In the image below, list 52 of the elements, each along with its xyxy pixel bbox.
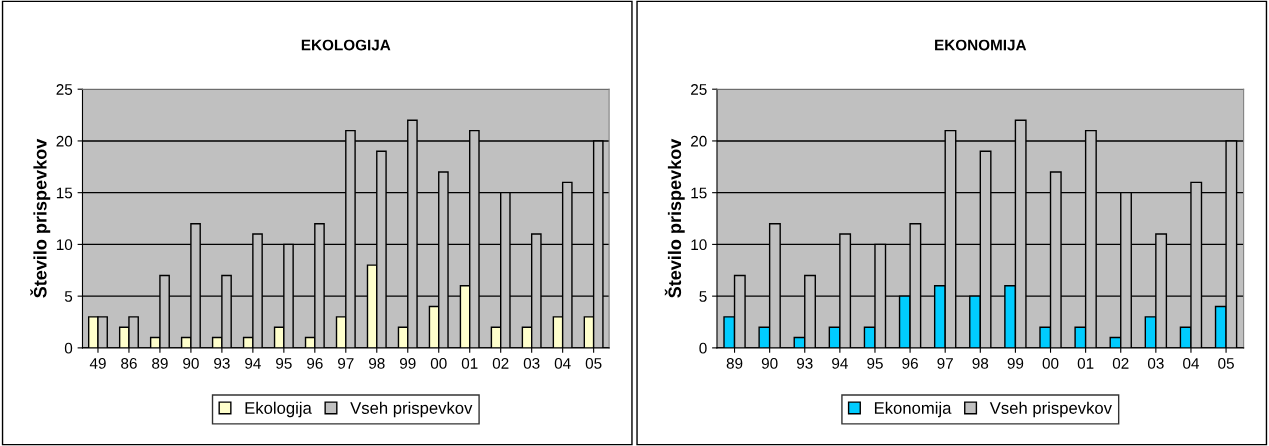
x-tick-label: 94 [832, 358, 848, 369]
y-tick-label: 25 [691, 84, 707, 95]
chart-title: EKOLOGIJA [301, 39, 391, 51]
y-tick-label: 0 [699, 342, 707, 354]
x-tick-label: 00 [430, 358, 447, 369]
x-tick-label: 89 [152, 358, 168, 369]
x-tick-label: 00 [1042, 358, 1059, 369]
x-tick-label: 49 [89, 358, 106, 369]
x-tick-label: 02 [492, 358, 509, 369]
chart-title: EKONOMIJA [935, 39, 1027, 51]
x-tick-label: 01 [1077, 358, 1094, 369]
x-tick-label: 99 [399, 358, 416, 369]
x-tick-label: 98 [369, 358, 385, 369]
x-tick-label: 01 [461, 358, 478, 369]
x-tick-label: 95 [867, 358, 883, 369]
x-tick-label: 03 [523, 358, 540, 369]
x-tick-label: 05 [1218, 358, 1234, 369]
legend-label: Vseh prispevkov [989, 401, 1112, 418]
legend-label: Vseh prispevkov [350, 401, 473, 418]
x-tick-label: 98 [972, 358, 989, 369]
x-tick-label: 96 [902, 358, 918, 369]
y-tick-label: 5 [64, 291, 73, 302]
y-tick-label: 10 [56, 239, 73, 251]
y-tick-label: 5 [699, 291, 707, 302]
x-tick-label: 94 [245, 358, 261, 369]
y-tick-label: 10 [691, 239, 707, 251]
y-tick-label: 15 [56, 187, 73, 199]
x-tick-label: 03 [1147, 358, 1164, 369]
y-axis-title: Število prispevkov [664, 138, 685, 298]
y-tick-label: 15 [691, 187, 707, 199]
x-tick-label: 93 [214, 358, 230, 369]
x-tick-label: 04 [1183, 358, 1200, 369]
x-tick-label: 96 [307, 358, 323, 369]
x-tick-label: 04 [554, 358, 571, 369]
x-tick-label: 90 [183, 358, 199, 369]
legend-label: Ekologija [245, 401, 312, 418]
x-tick-label: 95 [276, 358, 292, 369]
x-tick-label: 05 [585, 358, 602, 369]
x-tick-label: 90 [761, 358, 778, 369]
x-tick-label: 02 [1112, 358, 1129, 369]
y-axis-title: Število prispevkov [30, 138, 51, 298]
y-tick-label: 20 [56, 135, 73, 147]
x-tick-label: 89 [726, 358, 743, 369]
y-tick-label: 0 [64, 342, 73, 354]
x-tick-label: 93 [796, 358, 813, 369]
y-tick-label: 25 [56, 84, 73, 95]
x-tick-label: 97 [338, 358, 354, 369]
x-tick-label: 86 [121, 358, 137, 369]
y-tick-label: 20 [691, 135, 707, 147]
legend-label: Ekonomija [874, 401, 952, 418]
x-tick-label: 97 [937, 358, 953, 369]
x-tick-label: 99 [1007, 358, 1024, 369]
